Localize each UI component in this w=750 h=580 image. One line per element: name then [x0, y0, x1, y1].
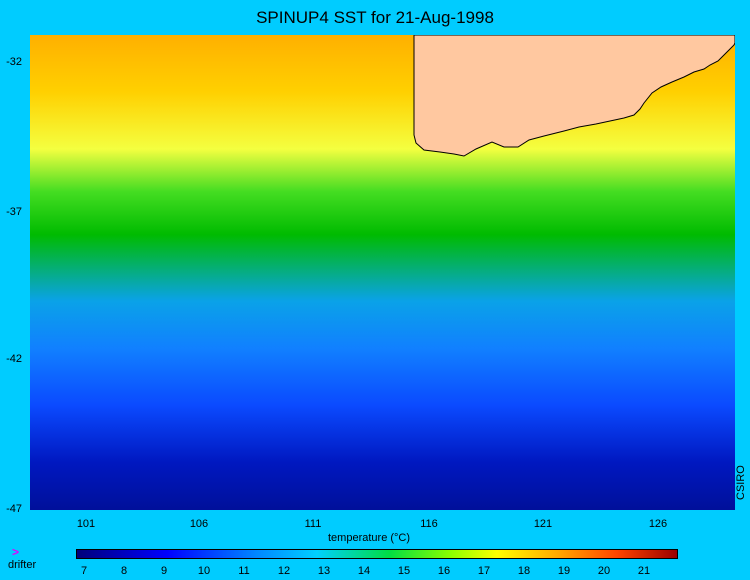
colorbar-tick-label: 7 — [80, 565, 88, 577]
y-tick-label: -47 — [6, 503, 22, 515]
colorbar — [76, 549, 678, 559]
colorbar-tick-label: 10 — [197, 565, 211, 577]
chevron-right-icon: > — [12, 545, 20, 559]
colorbar-tick-label: 14 — [357, 565, 371, 577]
x-axis-label: temperature (°C) — [328, 532, 411, 544]
colorbar-tick-label: 15 — [397, 565, 411, 577]
colorbar-tick-label: 21 — [637, 565, 651, 577]
colorbar-tick-label: 13 — [317, 565, 331, 577]
colorbar-tick-label: 9 — [160, 565, 168, 577]
x-tick-label: 101 — [76, 518, 96, 530]
colorbar-tick-label: 8 — [120, 565, 128, 577]
x-tick-label: 111 — [304, 518, 322, 530]
x-tick-label: 106 — [189, 518, 209, 530]
colorbar-tick-label: 20 — [597, 565, 611, 577]
x-tick-label: 116 — [420, 518, 438, 530]
colorbar-tick-label: 17 — [477, 565, 491, 577]
page-title: SPINUP4 SST for 21-Aug-1998 — [256, 8, 494, 27]
colorbar-tick-label: 11 — [238, 565, 250, 577]
y-tick-label: -37 — [6, 206, 22, 218]
colorbar-tick-label: 12 — [277, 565, 291, 577]
y-tick-label: -42 — [6, 353, 22, 365]
colorbar-tick-label: 18 — [517, 565, 531, 577]
land-mask — [413, 35, 735, 157]
colorbar-tick-label: 19 — [557, 565, 571, 577]
watermark: CSIRO — [735, 465, 747, 500]
sst-map[interactable] — [30, 35, 735, 510]
x-tick-label: 126 — [648, 518, 668, 530]
colorbar-tick-label: 16 — [437, 565, 451, 577]
x-tick-label: 121 — [533, 518, 553, 530]
drifter-legend-label: drifter — [8, 559, 37, 571]
y-tick-label: -32 — [6, 56, 22, 68]
